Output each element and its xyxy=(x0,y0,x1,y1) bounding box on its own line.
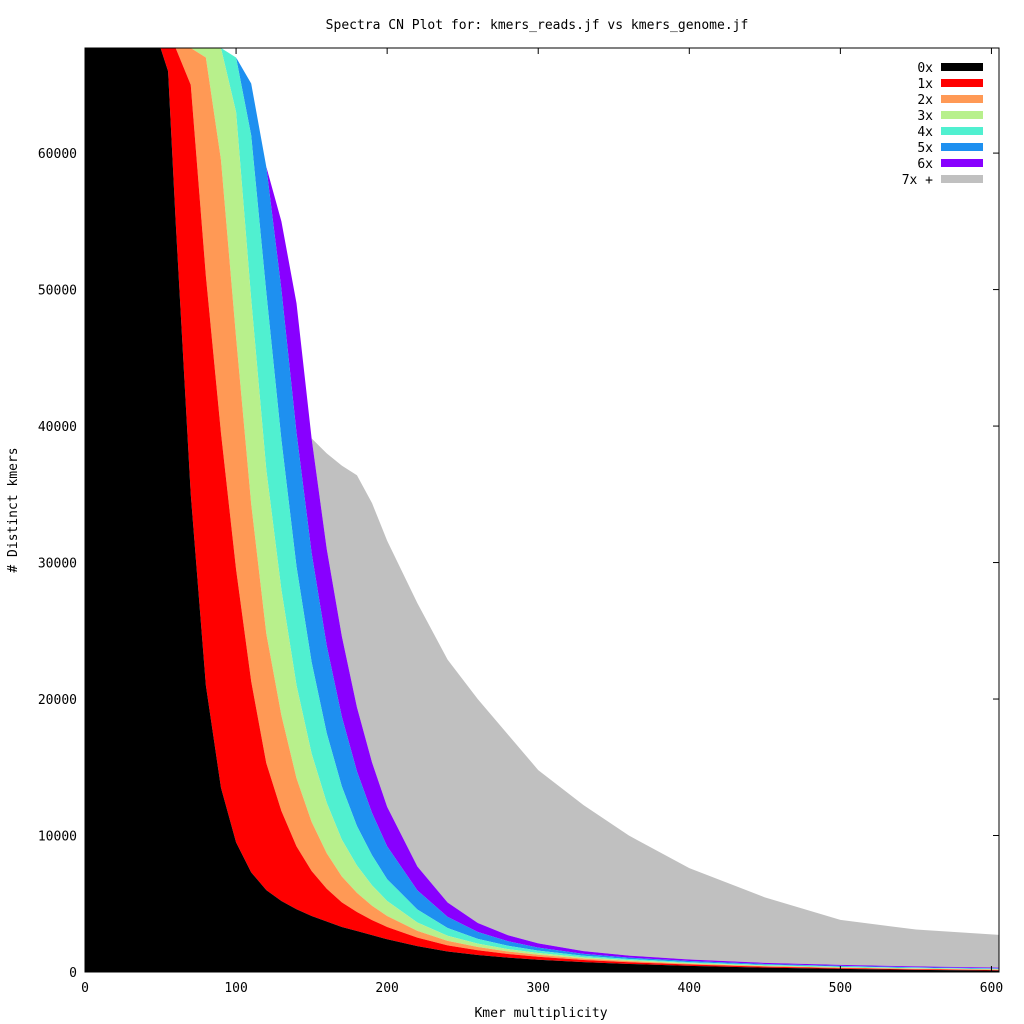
axes: 0 100 200 300 400 500 600 0 10000 20000 30000 40000… xyxy=(38,48,1003,996)
plot-area xyxy=(85,48,999,972)
x-tick-label: 300 xyxy=(526,981,549,996)
y-tick-label: 30000 xyxy=(38,557,77,572)
legend-swatch xyxy=(941,63,983,71)
legend-swatch xyxy=(941,143,983,151)
legend-swatch xyxy=(941,95,983,103)
legend-swatch xyxy=(941,159,983,167)
legend-label: 5x xyxy=(917,141,933,156)
y-tick-label: 0 xyxy=(69,966,77,981)
y-tick-label: 40000 xyxy=(38,420,77,435)
x-tick-label: 600 xyxy=(980,981,1003,996)
plot-frame xyxy=(84,47,1000,973)
series-area-1x xyxy=(85,48,999,971)
y-tick-label: 50000 xyxy=(38,284,77,299)
legend-label: 7x + xyxy=(902,173,933,188)
legend-label: 6x xyxy=(917,157,933,172)
x-tick-label: 400 xyxy=(678,981,701,996)
y-axis-label: # Distinct kmers xyxy=(6,447,21,572)
y-tick-label: 60000 xyxy=(38,147,77,162)
x-axis-label: Kmer multiplicity xyxy=(474,1006,607,1021)
series-area-7x xyxy=(85,48,999,968)
chart-title: Spectra CN Plot for: kmers_reads.jf vs k… xyxy=(326,18,749,33)
legend-label: 4x xyxy=(917,125,933,140)
x-tick-label: 200 xyxy=(375,981,398,996)
legend-background xyxy=(892,56,990,188)
legend-swatch xyxy=(941,79,983,87)
legend-label: 2x xyxy=(917,93,933,108)
x-tick-label: 0 xyxy=(81,981,89,996)
legend-label: 1x xyxy=(917,77,933,92)
y-tick-label: 10000 xyxy=(38,830,77,845)
x-tick-label: 100 xyxy=(224,981,247,996)
x-tick-label: 500 xyxy=(829,981,852,996)
series-area-3x xyxy=(85,48,999,970)
series-area-0x xyxy=(85,48,999,972)
series-area-4x xyxy=(85,48,999,970)
legend-label: 0x xyxy=(917,61,933,76)
y-tick-label: 20000 xyxy=(38,693,77,708)
legend-swatch xyxy=(941,127,983,135)
legend-swatch xyxy=(941,175,983,183)
legend-swatch xyxy=(941,111,983,119)
legend-label: 3x xyxy=(917,109,933,124)
